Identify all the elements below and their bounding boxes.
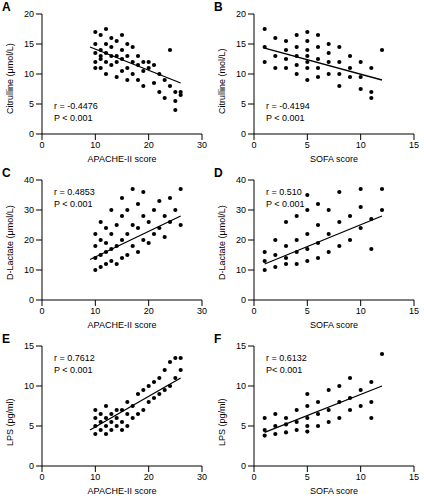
html-text:D: D: [214, 166, 223, 180]
svg-text:0: 0: [39, 306, 44, 316]
svg-text:D-Lactate (μmol/L): D-Lactate (μmol/L): [217, 205, 227, 280]
html-text:r = -0.4476: r = -0.4476: [54, 101, 98, 111]
svg-text:15: 15: [409, 472, 416, 482]
svg-text:5: 5: [29, 421, 34, 431]
html-text:P < 0.001: P < 0.001: [54, 365, 93, 375]
svg-text:0: 0: [39, 140, 44, 150]
svg-text:10: 10: [24, 381, 34, 391]
html-text:F: F: [214, 332, 222, 346]
svg-text:10: 10: [24, 265, 34, 275]
html-text:P < 0.001: P < 0.001: [266, 113, 305, 123]
svg-text:30: 30: [197, 140, 207, 150]
svg-text:5: 5: [241, 99, 246, 109]
svg-text:LPS (pg/ml): LPS (pg/ml): [217, 398, 227, 446]
svg-text:15: 15: [236, 39, 246, 49]
html-text:r = 0.510: r = 0.510: [266, 187, 302, 197]
svg-text:10: 10: [356, 306, 366, 316]
svg-text:0: 0: [251, 472, 256, 482]
svg-text:SOFA score: SOFA score: [310, 320, 358, 330]
svg-text:0: 0: [29, 129, 34, 139]
svg-text:15: 15: [236, 341, 246, 351]
svg-text:40: 40: [236, 175, 246, 185]
svg-text:0: 0: [29, 295, 34, 305]
svg-text:0: 0: [251, 306, 256, 316]
svg-text:15: 15: [409, 306, 416, 316]
svg-text:10: 10: [90, 306, 100, 316]
html-text:P < 0.001: P < 0.001: [266, 199, 305, 209]
svg-text:5: 5: [305, 306, 310, 316]
html-text:B: B: [214, 0, 223, 14]
svg-text:0: 0: [241, 461, 246, 471]
svg-text:LPS (pg/ml): LPS (pg/ml): [8, 398, 15, 446]
svg-text:SOFA score: SOFA score: [310, 486, 358, 496]
svg-text:15: 15: [24, 39, 34, 49]
html-text:P < 0.001: P < 0.001: [54, 199, 93, 209]
svg-text:5: 5: [29, 99, 34, 109]
svg-text:30: 30: [197, 472, 207, 482]
svg-text:20: 20: [236, 235, 246, 245]
svg-text:0: 0: [39, 472, 44, 482]
svg-text:5: 5: [305, 140, 310, 150]
svg-text:10: 10: [236, 69, 246, 79]
html-text:A: A: [2, 0, 11, 14]
html-text:r = 0.7612: r = 0.7612: [54, 353, 95, 363]
svg-text:30: 30: [197, 306, 207, 316]
html-text:P< 0.001: P< 0.001: [266, 365, 303, 375]
svg-text:20: 20: [236, 9, 246, 19]
svg-text:Citrulline (mol/L): Citrulline (mol/L): [217, 48, 227, 114]
svg-text:10: 10: [24, 69, 34, 79]
svg-text:30: 30: [24, 205, 34, 215]
svg-text:APACHE-II score: APACHE-II score: [88, 320, 157, 330]
svg-text:20: 20: [144, 306, 154, 316]
html-text:r = 0.6132: r = 0.6132: [266, 353, 307, 363]
svg-text:Citrulline (μmol/L): Citrulline (μmol/L): [8, 43, 15, 114]
svg-text:10: 10: [236, 381, 246, 391]
svg-text:40: 40: [24, 175, 34, 185]
html-text:P < 0.001: P < 0.001: [54, 113, 93, 123]
svg-text:20: 20: [144, 472, 154, 482]
svg-text:10: 10: [356, 472, 366, 482]
svg-text:10: 10: [90, 140, 100, 150]
svg-text:SOFA score: SOFA score: [310, 154, 358, 164]
html-text:C: C: [2, 166, 11, 180]
svg-text:0: 0: [251, 140, 256, 150]
svg-text:0: 0: [241, 295, 246, 305]
svg-text:20: 20: [144, 140, 154, 150]
html-text:r = -0.4194: r = -0.4194: [266, 101, 310, 111]
svg-text:APACHE-II score: APACHE-II score: [88, 154, 157, 164]
svg-text:10: 10: [356, 140, 366, 150]
svg-text:20: 20: [24, 235, 34, 245]
svg-text:5: 5: [305, 472, 310, 482]
html-text:E: E: [2, 332, 10, 346]
svg-text:5: 5: [241, 421, 246, 431]
svg-text:APACHE-II score: APACHE-II score: [88, 486, 157, 496]
svg-text:10: 10: [236, 265, 246, 275]
svg-text:15: 15: [24, 341, 34, 351]
svg-text:15: 15: [409, 140, 416, 150]
svg-text:0: 0: [29, 461, 34, 471]
svg-text:10: 10: [90, 472, 100, 482]
svg-text:30: 30: [236, 205, 246, 215]
svg-text:20: 20: [24, 9, 34, 19]
svg-text:0: 0: [241, 129, 246, 139]
svg-text:D-Lactate (μmol/L): D-Lactate (μmol/L): [8, 205, 15, 280]
html-text:r = 0.4853: r = 0.4853: [54, 187, 95, 197]
